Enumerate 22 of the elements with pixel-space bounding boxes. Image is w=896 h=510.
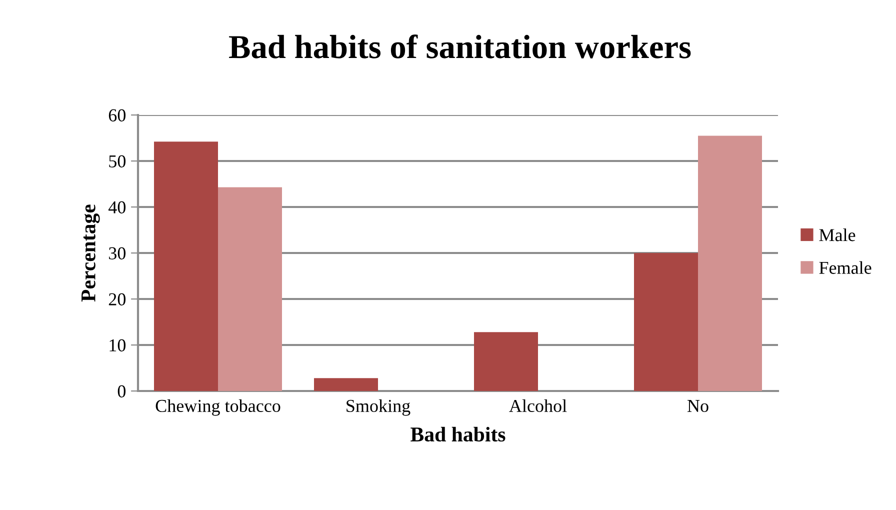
bar (634, 253, 698, 391)
x-tick-label: No (687, 400, 708, 412)
y-tick-label: 30 (109, 247, 126, 260)
chart-title: Bad habits of sanitation workers (229, 34, 691, 58)
legend-label: Male (819, 228, 856, 242)
y-tick-label: 20 (108, 293, 126, 306)
y-tick-label: 10 (110, 339, 126, 352)
bar (314, 378, 378, 391)
y-tick-label: 50 (109, 155, 126, 168)
bar (474, 332, 538, 391)
x-tick-label: Alcohol (509, 399, 567, 412)
x-axis-title: Bad habits (410, 426, 506, 442)
bar (698, 136, 762, 391)
x-tick-label: Chewing tobacco (156, 399, 280, 416)
y-tick-label: 0 (118, 385, 126, 398)
x-tick-label: Smoking (346, 399, 410, 416)
bar (218, 187, 282, 391)
bar (154, 142, 218, 391)
y-tick-label: 60 (108, 109, 126, 122)
y-axis-title: Percentage (82, 204, 100, 302)
y-tick-label: 40 (108, 201, 126, 214)
legend-label: Female (819, 261, 872, 274)
